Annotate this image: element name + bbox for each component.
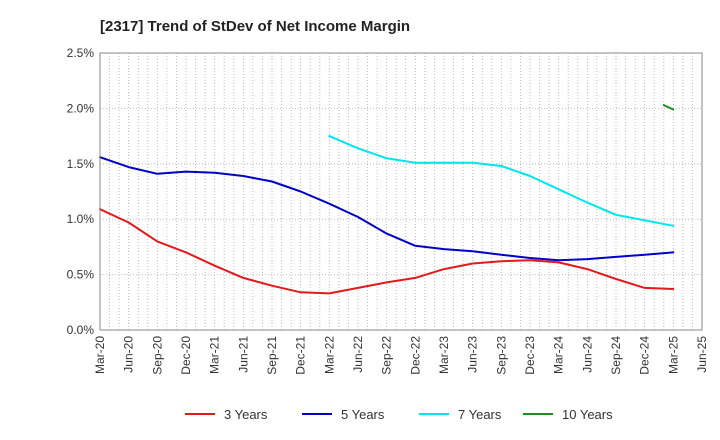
y-tick-label: 2.5% [67,46,95,60]
x-tick-label: Jun-24 [580,336,594,373]
x-tick-label: Jun-21 [236,336,250,373]
x-tick-label: Dec-22 [408,336,422,375]
x-tick-label: Dec-20 [179,336,193,375]
x-tick-label: Jun-25 [695,336,709,373]
x-tick-label: Sep-23 [494,336,508,375]
x-tick-label: Mar-21 [208,336,222,374]
x-tick-label: Dec-24 [638,336,652,375]
plot-border [99,52,703,331]
x-tick-label: Sep-21 [265,336,279,375]
series-layer [99,104,675,295]
x-tick-label: Mar-22 [322,336,336,374]
x-tick-label: Sep-22 [380,336,394,375]
chart-title: [2317] Trend of StDev of Net Income Marg… [100,18,410,35]
x-tick-label: Mar-25 [666,336,680,374]
x-tick-label: Dec-23 [523,336,537,375]
x-tick-label: Mar-20 [93,336,107,374]
y-tick-label: 0.5% [67,268,95,282]
x-tick-label: Sep-24 [609,336,623,375]
x-tick-label: Jun-20 [122,336,136,373]
x-axis: Mar-20 Jun-20 Sep-20 Dec-20 Mar-21 Jun-21 Sep-… [93,336,709,375]
y-axis: 0.0% 0.5% 1.0% 1.5% 2.0% 2.5% [67,46,95,337]
series-line-7-years [328,135,675,227]
legend-label-10-years: 10 Years [562,407,613,422]
y-tick-label: 1.0% [67,212,95,226]
x-tick-label: Mar-23 [437,336,451,374]
series-line-5-years [99,156,675,262]
legend-label-7-years: 7 Years [458,407,502,422]
x-tick-label: Jun-22 [351,336,365,373]
y-tick-label: 1.5% [67,157,95,171]
series-line-3-years [99,208,675,295]
series-line-10-years [662,104,675,111]
legend-label-3-years: 3 Years [224,407,268,422]
plot-background [100,53,702,330]
legend-label-5-years: 5 Years [341,407,385,422]
x-tick-label: Sep-20 [150,336,164,375]
x-tick-label: Mar-24 [552,336,566,374]
y-tick-label: 0.0% [67,323,95,337]
x-tick-label: Dec-21 [294,336,308,375]
x-tick-label: Jun-23 [466,336,480,373]
y-tick-label: 2.0% [67,101,95,115]
legend: 3 Years 5 Years 7 Years 10 Years [185,407,613,422]
